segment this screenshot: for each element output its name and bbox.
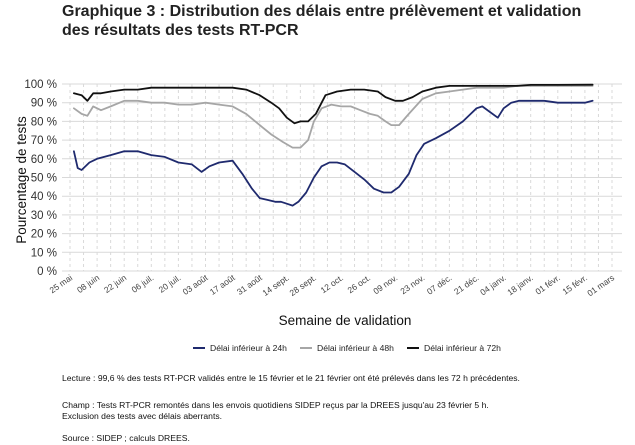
x-tick-label: 01 févr. — [533, 272, 562, 296]
x-tick-label: 14 sept. — [260, 272, 291, 298]
y-tick-label: 70 % — [31, 135, 57, 147]
y-tick-label: 10 % — [31, 247, 57, 259]
legend-24h: Délai inférieur à 24h — [193, 343, 287, 353]
y-tick-label: 80 % — [31, 116, 57, 128]
x-tick-label: 26 oct. — [346, 272, 373, 295]
x-tick-label: 15 févr. — [560, 272, 589, 296]
x-tick-label: 20 juil. — [157, 272, 183, 294]
chart-title-line1: Graphique 3 : Distribution des délais en… — [62, 3, 582, 20]
series-lines — [73, 83, 594, 207]
x-tick-label: 17 août — [208, 272, 237, 297]
series-48h-line — [73, 85, 594, 149]
series-72h-line — [73, 83, 594, 125]
legend-72h: Délai inférieur à 72h — [407, 343, 501, 353]
x-tick-label: 08 juin — [75, 272, 101, 295]
y-tick-label: 100 % — [24, 79, 57, 91]
y-tick-label: 90 % — [31, 98, 57, 110]
y-tick-label: 50 % — [31, 173, 57, 185]
legend-label: Délai inférieur à 48h — [317, 343, 394, 353]
y-axis-tick-labels: 0 % 10 % 20 % 30 % 40 % 50 % 60 % 70 % 80 % 90 % 1… — [24, 79, 57, 278]
y-tick-label: 0 % — [37, 266, 57, 278]
series-24h-line — [73, 99, 594, 207]
y-tick-label: 30 % — [31, 210, 57, 222]
y-tick-label: 60 % — [31, 154, 57, 166]
y-tick-label: 20 % — [31, 229, 57, 241]
x-tick-label: 23 nov. — [398, 272, 426, 296]
lecture-note: Lecture : 99,6 % des tests RT-PCR validé… — [62, 373, 520, 383]
x-tick-label: 22 juin — [102, 272, 128, 295]
champ-note-line1: Champ : Tests RT-PCR remontés dans les e… — [62, 400, 489, 410]
x-tick-label: 28 sept. — [288, 272, 319, 298]
x-tick-label: 07 déc. — [425, 272, 454, 296]
champ-note-line2: Exclusion des tests avec délais aberrant… — [62, 411, 223, 421]
x-tick-label: 21 déc. — [452, 272, 481, 296]
line-chart: 0 % 10 % 20 % 30 % 40 % 50 % 60 % 70 % 80 % 90 % 1… — [14, 79, 622, 353]
legend-label: Délai inférieur à 72h — [424, 343, 501, 353]
legend-label: Délai inférieur à 24h — [210, 343, 287, 353]
source-note: Source : SIDEP ; calculs DREES. — [62, 433, 190, 443]
x-tick-label: 01 mars — [585, 272, 616, 298]
y-tick-label: 40 % — [31, 191, 57, 203]
chart-title-line2: des résultats des tests RT-PCR — [62, 22, 299, 39]
champ-note: Champ : Tests RT-PCR remontés dans les e… — [62, 400, 489, 422]
x-axis-title: Semaine de validation — [279, 313, 412, 328]
x-tick-label: 06 juil. — [130, 272, 156, 294]
horizontal-gridlines — [62, 83, 622, 272]
y-axis-title: Pourcentage de tests — [14, 116, 29, 244]
chart-title: Graphique 3 : Distribution des délais en… — [62, 2, 622, 40]
x-tick-label: 12 oct. — [318, 272, 345, 295]
legend: Délai inférieur à 24h Délai inférieur à 4… — [193, 343, 501, 353]
x-axis-tick-labels: 25 mai 08 juin 22 juin 06 juil. 20 juil.03 a… — [48, 272, 617, 298]
legend-48h: Délai inférieur à 48h — [300, 343, 394, 353]
x-tick-label: 04 janv. — [478, 272, 508, 297]
x-tick-label: 18 janv. — [505, 272, 535, 297]
x-tick-label: 09 nov. — [371, 272, 399, 296]
x-tick-label: 03 août — [181, 272, 210, 297]
x-tick-label: 31 août — [235, 272, 264, 297]
